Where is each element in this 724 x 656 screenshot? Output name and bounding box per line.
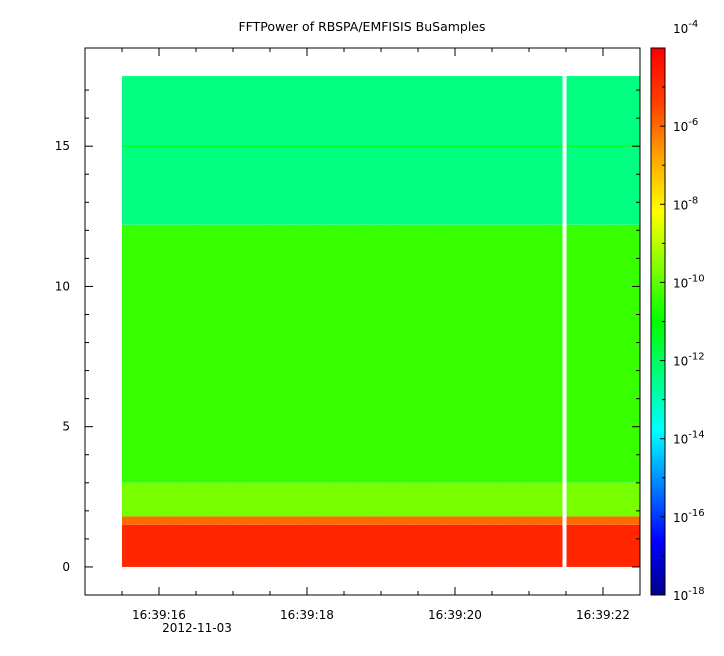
colorbar-tick-label: 10-8: [673, 195, 698, 212]
spectrogram-band: [122, 516, 640, 525]
x-axis: 16:39:16 16:39:18 16:39:20 16:39:22: [121, 48, 641, 622]
y-tick-label: 15: [55, 139, 70, 153]
y-tick-label: 5: [62, 420, 70, 434]
y-axis: 0 5 10 15: [55, 89, 640, 574]
spectrogram-band: [122, 76, 640, 225]
colorbar: 10-4 10-6 10-8 10-10 10-12 10-14 10-16 10-18: [650, 19, 705, 603]
plot-area: [84, 47, 641, 596]
spectrogram-bands: [122, 76, 640, 567]
plot-frame: [84, 47, 641, 596]
spectrogram-band: [122, 224, 640, 483]
y-tick-label: 0: [62, 560, 70, 574]
spectrogram-band: [122, 482, 640, 517]
colorbar-tick-label: 10-14: [673, 430, 705, 447]
data-gap: [562, 76, 567, 567]
x-tick-label: 16:39:20: [428, 608, 482, 622]
colorbar-tick-label: 10-10: [673, 273, 705, 290]
x-tick-label: 16:39:22: [576, 608, 630, 622]
colorbar-tick-label: 10-6: [673, 117, 698, 134]
colorbar-tick-label: 10-12: [673, 352, 705, 369]
x-date-label: 2012-11-03: [162, 621, 232, 635]
x-tick-label: 16:39:18: [280, 608, 334, 622]
colorbar-tick-label: 10-18: [673, 586, 705, 603]
x-tick-label: 16:39:16: [132, 608, 186, 622]
colorbar-tick-label: 10-4: [673, 19, 698, 36]
spectrogram-band: [122, 524, 640, 567]
colorbar-ticks: 10-4 10-6 10-8 10-10 10-12 10-14 10-16 10-18: [660, 19, 705, 603]
colorbar-tick-label: 10-16: [673, 508, 705, 525]
chart-title: FFTPower of RBSPA/EMFISIS BuSamples: [238, 19, 485, 34]
y-tick-label: 10: [55, 279, 70, 293]
